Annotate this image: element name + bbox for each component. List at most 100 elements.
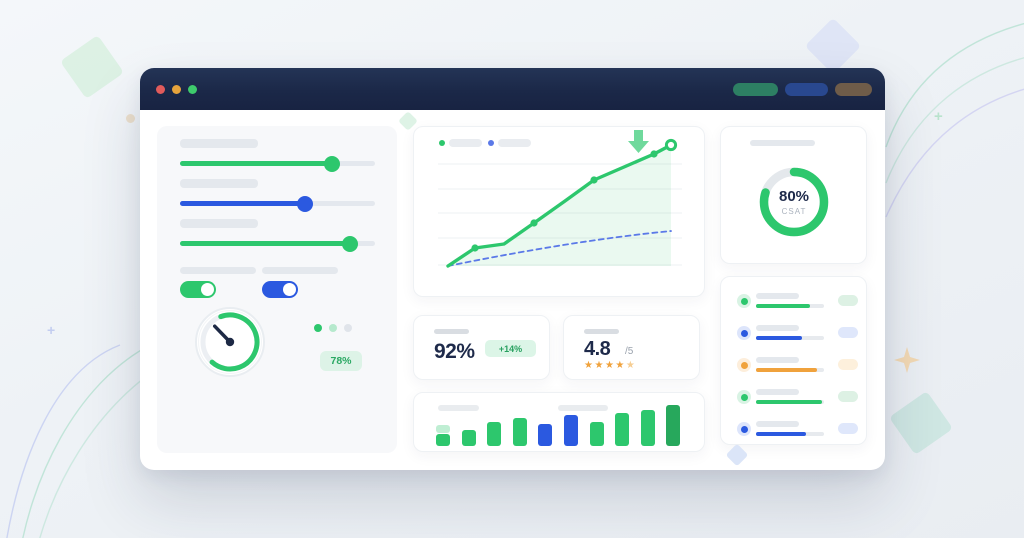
toggle-1-switch[interactable] — [180, 281, 216, 298]
line-chart-plot — [438, 130, 682, 268]
star-icon: ★ — [615, 360, 626, 371]
list-item-value-pill — [838, 295, 858, 306]
list-item-progress-fill — [756, 400, 822, 404]
stat-label-placeholder — [434, 329, 469, 334]
bar-10 — [666, 405, 681, 446]
bar-chart-plot — [414, 393, 706, 453]
slider-label-placeholder — [180, 139, 258, 148]
bar-segment-light-cap — [436, 425, 450, 433]
titlebar-pill-green-button[interactable] — [733, 83, 778, 96]
browser-window: 78% 92% +14% 4.8 /5 ★★★★★ — [140, 68, 885, 470]
toggle-2-switch[interactable] — [262, 281, 298, 298]
list-item-label-placeholder — [756, 389, 799, 395]
toggle-2-knob — [282, 283, 296, 296]
bar-axis-label-placeholder-2 — [558, 405, 608, 411]
rating-max: /5 — [625, 346, 634, 357]
donut-caption: CSAT — [781, 207, 807, 216]
slider-1-track[interactable] — [180, 155, 375, 172]
bar-9 — [640, 410, 655, 446]
star-icon: ★ — [584, 360, 595, 371]
delta-badge: +14% — [485, 340, 536, 357]
controls-panel: 78% — [157, 126, 397, 453]
carousel-dot-3[interactable] — [344, 324, 352, 332]
decor-plus-green-icon: + — [934, 108, 943, 125]
slider-2-fill — [180, 201, 305, 206]
bar-4 — [512, 418, 527, 446]
star-rating-icons: ★★★★★ — [584, 360, 636, 371]
list-item-label-placeholder — [756, 325, 799, 331]
list-item-progress-track — [756, 432, 824, 436]
list-item-value-pill — [838, 359, 858, 370]
rating-value: 4.8 — [584, 338, 611, 360]
toggle-1-knob — [200, 283, 214, 296]
stat-value: 92% — [434, 340, 475, 363]
legend-blue-label-placeholder — [498, 139, 531, 147]
window-titlebar — [140, 68, 885, 110]
bar-6 — [564, 415, 578, 446]
slider-3-track[interactable] — [180, 235, 375, 252]
toggle-label-placeholder — [262, 267, 338, 274]
list-item-dot-icon — [740, 297, 748, 305]
titlebar-pill-brown-button[interactable] — [835, 83, 872, 96]
list-item-dot-icon — [740, 393, 748, 401]
star-icon: ★ — [604, 360, 616, 371]
donut-center-label: 80% CSAT — [756, 164, 832, 240]
slider-2-thumb[interactable] — [296, 195, 313, 212]
slider-label-placeholder — [180, 179, 258, 188]
slider-3-fill — [180, 241, 350, 246]
decor-sparkle-orange-icon — [894, 347, 920, 373]
progress-list-card — [720, 276, 867, 445]
star-icon: ★ — [625, 360, 637, 371]
list-item-progress-fill — [756, 432, 806, 436]
bar-axis-label-placeholder-1 — [438, 405, 479, 411]
list-item-progress-fill — [756, 336, 802, 340]
carousel-dot-2[interactable] — [329, 324, 337, 332]
list-item-value-pill — [838, 391, 858, 402]
list-item-progress-fill — [756, 304, 811, 308]
carousel-dot-1[interactable] — [314, 324, 322, 332]
list-item-label-placeholder — [756, 357, 799, 363]
donut-value: 80% — [778, 188, 810, 205]
donut-chart — [759, 167, 829, 237]
progress-list — [721, 277, 868, 446]
bar-segment-green — [436, 434, 450, 446]
bar-5 — [538, 424, 553, 446]
line-chart-card — [413, 126, 705, 297]
traffic-light-minimize-button[interactable] — [171, 84, 181, 94]
legend-green-label-placeholder — [449, 139, 482, 147]
stat-card-rating: 4.8 /5 ★★★★★ — [563, 315, 700, 380]
donut-title-placeholder — [750, 140, 815, 146]
list-item-progress-fill — [756, 368, 818, 372]
slider-1-fill — [180, 161, 333, 166]
slider-label-placeholder — [180, 219, 258, 228]
titlebar-pill-blue-button[interactable] — [785, 83, 828, 96]
donut-chart-card: 80% CSAT — [720, 126, 867, 264]
bar-2 — [461, 430, 476, 446]
list-item-value-pill — [838, 423, 858, 434]
list-item-value-pill — [838, 327, 858, 338]
traffic-light-zoom-button[interactable] — [187, 84, 197, 94]
list-item-label-placeholder — [756, 421, 799, 427]
slider-2-track[interactable] — [180, 195, 375, 212]
toggle-label-placeholder — [180, 267, 256, 274]
list-item-dot-icon — [740, 329, 748, 337]
list-item-dot-icon — [740, 361, 748, 369]
slider-1-thumb[interactable] — [324, 155, 341, 172]
list-item-progress-track — [756, 368, 824, 372]
star-icon: ★ — [594, 360, 605, 371]
list-item-dot-icon — [740, 425, 748, 433]
bar-3 — [487, 422, 502, 446]
decor-plus-blue-icon: + — [47, 322, 56, 338]
bar-8 — [615, 413, 630, 446]
slider-3-thumb[interactable] — [341, 235, 358, 252]
bar-7 — [589, 422, 604, 446]
list-item-progress-track — [756, 400, 824, 404]
bar-chart-card — [413, 392, 705, 452]
traffic-light-close-button[interactable] — [155, 84, 165, 94]
legend-blue-dot-icon — [488, 140, 494, 146]
list-item-progress-track — [756, 336, 824, 340]
stat-label-placeholder — [584, 329, 619, 334]
stat-card-conversion: 92% +14% — [413, 315, 550, 380]
list-item-label-placeholder — [756, 293, 799, 299]
